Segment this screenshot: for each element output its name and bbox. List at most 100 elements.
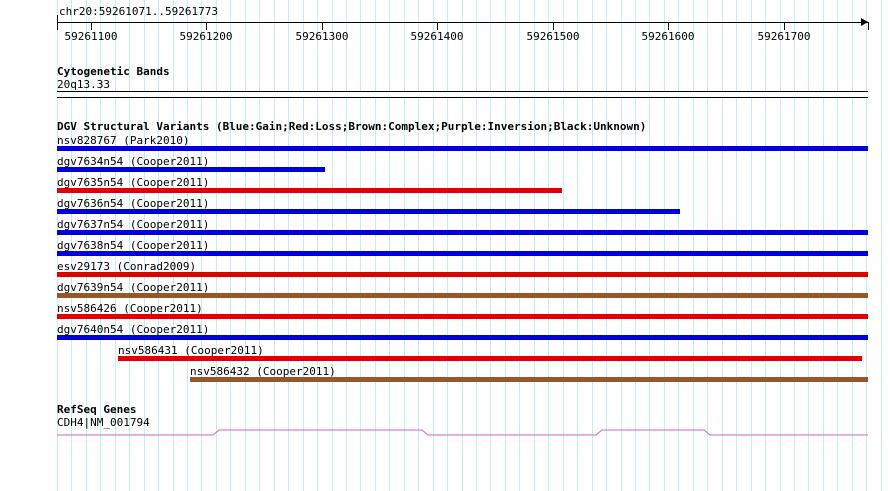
ruler-tick-label: 59261700 bbox=[757, 30, 811, 43]
gridline bbox=[751, 0, 752, 491]
gridline bbox=[288, 0, 289, 491]
variant-bar-gain[interactable] bbox=[57, 167, 325, 172]
ruler-major-tick bbox=[91, 22, 92, 30]
ruler-tick-label: 59261100 bbox=[64, 30, 118, 43]
refseq-gene-label[interactable]: CDH4|NM_001794 bbox=[57, 416, 150, 429]
gridline bbox=[505, 0, 506, 491]
gridline bbox=[548, 0, 549, 491]
gridline bbox=[230, 0, 231, 491]
gridline bbox=[259, 0, 260, 491]
variant-bar-loss[interactable] bbox=[118, 356, 862, 361]
gridline bbox=[346, 0, 347, 491]
variant-label[interactable]: dgv7640n54 (Cooper2011) bbox=[57, 323, 210, 336]
ruler-tick-label: 59261200 bbox=[179, 30, 233, 43]
variant-bar-gain[interactable] bbox=[57, 251, 868, 256]
gridline bbox=[519, 0, 520, 491]
gridline bbox=[490, 0, 491, 491]
ruler-tick-label: 59261400 bbox=[410, 30, 464, 43]
variant-label[interactable]: nsv828767 (Park2010) bbox=[57, 134, 190, 147]
gridline bbox=[129, 0, 130, 491]
variant-bar-loss[interactable] bbox=[57, 272, 868, 277]
refseq-gene-line bbox=[57, 429, 868, 436]
gridline bbox=[303, 0, 304, 491]
variant-label[interactable]: nsv586432 (Cooper2011) bbox=[190, 365, 336, 378]
variant-label[interactable]: dgv7635n54 (Cooper2011) bbox=[57, 176, 210, 189]
variant-bar-gain[interactable] bbox=[57, 146, 868, 151]
ruler[interactable] bbox=[57, 22, 869, 23]
refseq-gene-glyph[interactable] bbox=[0, 426, 890, 440]
gridline bbox=[317, 0, 318, 491]
cytoband-track[interactable] bbox=[57, 91, 868, 98]
ruler-end-tick bbox=[868, 22, 869, 30]
ruler-tick-label: 59261500 bbox=[526, 30, 580, 43]
variant-label[interactable]: dgv7634n54 (Cooper2011) bbox=[57, 155, 210, 168]
gridline bbox=[144, 0, 145, 491]
gridline bbox=[115, 0, 116, 491]
gridline bbox=[404, 0, 405, 491]
gridline bbox=[736, 0, 737, 491]
section-title-refseq: RefSeq Genes bbox=[57, 403, 137, 416]
gridline bbox=[649, 0, 650, 491]
gridline bbox=[216, 0, 217, 491]
variant-label[interactable]: nsv586431 (Cooper2011) bbox=[118, 344, 264, 357]
gridline bbox=[389, 0, 390, 491]
ruler-end-arrow-icon bbox=[861, 18, 868, 26]
ruler-major-tick bbox=[322, 22, 323, 30]
gridline bbox=[693, 0, 694, 491]
gridline bbox=[187, 0, 188, 491]
ruler-major-tick bbox=[437, 22, 438, 30]
variant-bar-complex[interactable] bbox=[57, 293, 868, 298]
cytoband-label: 20q13.33 bbox=[57, 78, 110, 91]
variant-bar-gain[interactable] bbox=[57, 335, 868, 340]
gridline bbox=[274, 0, 275, 491]
gridline bbox=[201, 0, 202, 491]
variant-bar-gain[interactable] bbox=[57, 209, 680, 214]
gridline bbox=[635, 0, 636, 491]
gridline bbox=[837, 0, 838, 491]
gridline bbox=[173, 0, 174, 491]
variant-label[interactable]: dgv7638n54 (Cooper2011) bbox=[57, 239, 210, 252]
position-label: chr20:59261071..59261773 bbox=[59, 5, 218, 18]
variant-bar-complex[interactable] bbox=[190, 377, 868, 382]
gridline bbox=[722, 0, 723, 491]
variant-label[interactable]: dgv7639n54 (Cooper2011) bbox=[57, 281, 210, 294]
gridline bbox=[577, 0, 578, 491]
ruler-major-tick bbox=[206, 22, 207, 30]
gridline bbox=[808, 0, 809, 491]
gridline bbox=[592, 0, 593, 491]
variant-bar-gain[interactable] bbox=[57, 230, 868, 235]
gridline bbox=[678, 0, 679, 491]
gridline bbox=[563, 0, 564, 491]
gridline bbox=[245, 0, 246, 491]
variant-bar-loss[interactable] bbox=[57, 314, 868, 319]
gridline bbox=[476, 0, 477, 491]
section-title-dgv: DGV Structural Variants (Blue:Gain;Red:L… bbox=[57, 120, 647, 133]
ruler-tick-label: 59261300 bbox=[295, 30, 349, 43]
gridline bbox=[621, 0, 622, 491]
gridline bbox=[360, 0, 361, 491]
gridline bbox=[780, 0, 781, 491]
gridline bbox=[823, 0, 824, 491]
gridline bbox=[447, 0, 448, 491]
gridline bbox=[158, 0, 159, 491]
gridline bbox=[86, 0, 87, 491]
variant-bar-loss[interactable] bbox=[57, 188, 562, 193]
ruler-start-tick bbox=[57, 15, 58, 30]
gridline bbox=[852, 0, 853, 491]
variant-label[interactable]: dgv7637n54 (Cooper2011) bbox=[57, 218, 210, 231]
ruler-major-tick bbox=[553, 22, 554, 30]
variant-label[interactable]: nsv586426 (Cooper2011) bbox=[57, 302, 203, 315]
gridline bbox=[375, 0, 376, 491]
ruler-tick-label: 59261600 bbox=[641, 30, 695, 43]
gridline bbox=[794, 0, 795, 491]
section-title-cytogenetic: Cytogenetic Bands bbox=[57, 65, 170, 78]
gridline bbox=[71, 0, 72, 491]
gridline bbox=[100, 0, 101, 491]
ruler-major-tick bbox=[784, 22, 785, 30]
gridline bbox=[866, 0, 867, 491]
gridline bbox=[332, 0, 333, 491]
ruler-major-tick bbox=[668, 22, 669, 30]
variant-label[interactable]: esv29173 (Conrad2009) bbox=[57, 260, 197, 273]
variant-label[interactable]: dgv7636n54 (Cooper2011) bbox=[57, 197, 210, 210]
